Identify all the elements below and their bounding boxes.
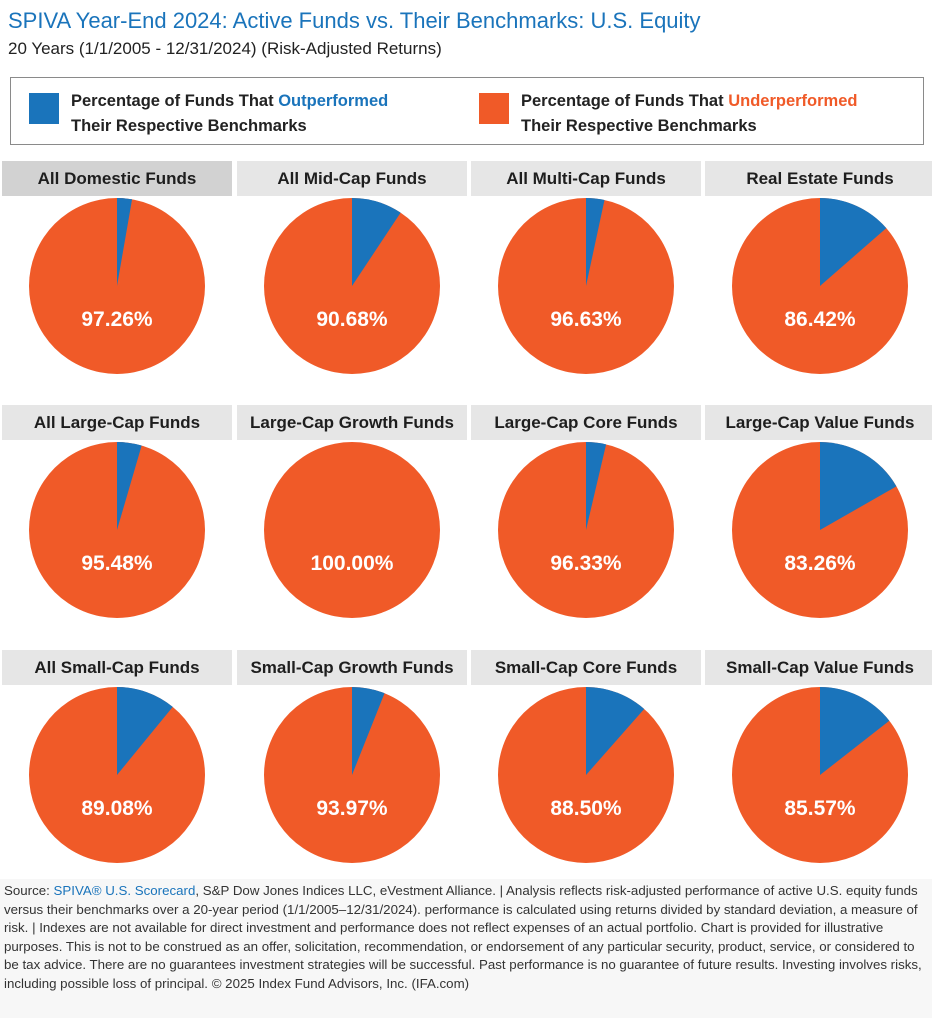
pie-title-small-cap-core-funds: Small-Cap Core Funds bbox=[471, 650, 701, 685]
pie-chart-all-small-cap-funds: 89.08% bbox=[29, 687, 205, 863]
pie-panel-all-large-cap-funds: All Large-Cap Funds 95.48% bbox=[2, 405, 232, 641]
pie-panel-real-estate-funds: Real Estate Funds 86.42% bbox=[705, 161, 932, 397]
pie-value-label: 100.00% bbox=[311, 552, 394, 575]
pie-chart-small-cap-growth-funds: 93.97% bbox=[264, 687, 440, 863]
legend-label-outperformed: Percentage of Funds That Outperformed Th… bbox=[71, 89, 388, 139]
pie-chart-all-domestic-funds: 97.26% bbox=[29, 198, 205, 374]
chart-legend: Percentage of Funds That Outperformed Th… bbox=[10, 77, 924, 145]
pie-panel-small-cap-value-funds: Small-Cap Value Funds 85.57% bbox=[705, 650, 932, 886]
pie-value-label: 97.26% bbox=[81, 308, 153, 331]
legend-swatch-outperformed bbox=[29, 93, 59, 124]
pie-slice-outperformed bbox=[117, 442, 142, 530]
pie-chart-all-large-cap-funds: 95.48% bbox=[29, 442, 205, 618]
pie-title-small-cap-value-funds: Small-Cap Value Funds bbox=[705, 650, 932, 685]
pie-panel-all-multi-cap-funds: All Multi-Cap Funds 96.63% bbox=[471, 161, 701, 397]
pie-value-label: 88.50% bbox=[550, 797, 622, 820]
pie-value-label: 95.48% bbox=[81, 552, 153, 575]
pie-panel-small-cap-core-funds: Small-Cap Core Funds 88.50% bbox=[471, 650, 701, 886]
pie-title-all-large-cap-funds: All Large-Cap Funds bbox=[2, 405, 232, 440]
pie-title-large-cap-value-funds: Large-Cap Value Funds bbox=[705, 405, 932, 440]
pie-title-large-cap-core-funds: Large-Cap Core Funds bbox=[471, 405, 701, 440]
pie-chart-large-cap-core-funds: 96.33% bbox=[498, 442, 674, 618]
pie-slice-outperformed bbox=[586, 198, 605, 286]
pie-panel-all-mid-cap-funds: All Mid-Cap Funds 90.68% bbox=[237, 161, 467, 397]
page-title: SPIVA Year-End 2024: Active Funds vs. Th… bbox=[8, 8, 701, 33]
pie-title-all-small-cap-funds: All Small-Cap Funds bbox=[2, 650, 232, 685]
pie-slice-underperformed bbox=[264, 442, 440, 618]
pie-panel-large-cap-core-funds: Large-Cap Core Funds 96.33% bbox=[471, 405, 701, 641]
legend-underperformed-prefix: Percentage of Funds That bbox=[521, 92, 729, 110]
legend-underperformed-line2: Their Respective Benchmarks bbox=[521, 117, 757, 135]
pie-slice-outperformed bbox=[820, 198, 887, 286]
source-prefix: Source: bbox=[4, 883, 54, 898]
pie-chart-all-mid-cap-funds: 90.68% bbox=[264, 198, 440, 374]
pie-chart-small-cap-value-funds: 85.57% bbox=[732, 687, 908, 863]
page-subtitle: 20 Years (1/1/2005 - 12/31/2024) (Risk-A… bbox=[8, 39, 442, 58]
pie-value-label: 90.68% bbox=[316, 308, 388, 331]
pie-panel-all-domestic-funds: All Domestic Funds 97.26% bbox=[2, 161, 232, 397]
pie-title-all-mid-cap-funds: All Mid-Cap Funds bbox=[237, 161, 467, 196]
source-footnote: Source: SPIVA® U.S. Scorecard, S&P Dow J… bbox=[0, 879, 932, 1018]
pie-chart-all-multi-cap-funds: 96.63% bbox=[498, 198, 674, 374]
footnote-text: , S&P Dow Jones Indices LLC, eVestment A… bbox=[4, 883, 922, 991]
pie-title-all-domestic-funds[interactable]: All Domestic Funds bbox=[2, 161, 232, 196]
pie-panel-all-small-cap-funds: All Small-Cap Funds 89.08% bbox=[2, 650, 232, 886]
pie-value-label: 96.33% bbox=[550, 552, 622, 575]
pie-slice-outperformed bbox=[586, 442, 607, 530]
pie-title-real-estate-funds: Real Estate Funds bbox=[705, 161, 932, 196]
legend-underperformed-highlight: Underperformed bbox=[728, 92, 858, 110]
pie-value-label: 96.63% bbox=[550, 308, 622, 331]
pie-value-label: 86.42% bbox=[784, 308, 856, 331]
pie-title-all-multi-cap-funds: All Multi-Cap Funds bbox=[471, 161, 701, 196]
source-link[interactable]: SPIVA® U.S. Scorecard bbox=[53, 883, 196, 898]
pie-value-label: 89.08% bbox=[81, 797, 153, 820]
pie-slice-outperformed bbox=[117, 198, 133, 286]
pie-slice-outperformed bbox=[117, 687, 173, 775]
pie-slice-outperformed bbox=[352, 198, 401, 286]
pie-panel-large-cap-value-funds: Large-Cap Value Funds 83.26% bbox=[705, 405, 932, 641]
pie-slice-outperformed bbox=[820, 442, 897, 530]
pie-title-small-cap-growth-funds: Small-Cap Growth Funds bbox=[237, 650, 467, 685]
pie-value-label: 85.57% bbox=[784, 797, 856, 820]
pie-slice-outperformed bbox=[352, 687, 385, 775]
legend-outperformed-line2: Their Respective Benchmarks bbox=[71, 117, 307, 135]
pie-chart-large-cap-value-funds: 83.26% bbox=[732, 442, 908, 618]
pie-slice-outperformed bbox=[820, 687, 890, 775]
pie-value-label: 93.97% bbox=[316, 797, 388, 820]
legend-outperformed-prefix: Percentage of Funds That bbox=[71, 92, 279, 110]
pie-chart-large-cap-growth-funds: 100.00% bbox=[264, 442, 440, 618]
pie-chart-real-estate-funds: 86.42% bbox=[732, 198, 908, 374]
pie-title-large-cap-growth-funds: Large-Cap Growth Funds bbox=[237, 405, 467, 440]
legend-swatch-underperformed bbox=[479, 93, 509, 124]
legend-outperformed-highlight: Outperformed bbox=[278, 92, 389, 110]
pie-chart-small-cap-core-funds: 88.50% bbox=[498, 687, 674, 863]
pie-panel-large-cap-growth-funds: Large-Cap Growth Funds 100.00% bbox=[237, 405, 467, 641]
pie-value-label: 83.26% bbox=[784, 552, 856, 575]
pie-panel-small-cap-growth-funds: Small-Cap Growth Funds 93.97% bbox=[237, 650, 467, 886]
legend-label-underperformed: Percentage of Funds That Underperformed … bbox=[521, 89, 857, 139]
pie-slice-outperformed bbox=[586, 687, 645, 775]
